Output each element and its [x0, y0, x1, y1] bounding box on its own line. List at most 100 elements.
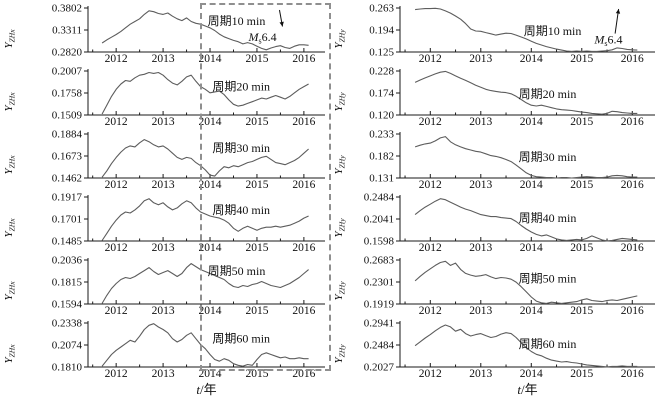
x-tick-label: 2012: [419, 242, 442, 254]
y-axis-label: YZHy: [333, 281, 347, 301]
x-tick-label: 2016: [621, 305, 644, 317]
x-tick-label: 2015: [570, 116, 593, 128]
y-tick-label: 0.1758: [52, 88, 83, 100]
series-line: [101, 10, 309, 51]
x-tick-label: 2014: [520, 116, 543, 128]
x-tick-label: 2012: [105, 242, 128, 254]
y-axis-label: YZHx: [3, 218, 17, 238]
x-tick-label: 2015: [245, 368, 268, 380]
x-tick-label: 2014: [520, 242, 543, 254]
annotation-arrowhead: [615, 9, 621, 14]
x-tick-label: 2015: [570, 179, 593, 191]
y-tick-label: 0.2820: [52, 47, 83, 59]
series-line: [101, 323, 309, 367]
x-tick-label: 2014: [520, 305, 543, 317]
series-line: [414, 198, 638, 242]
period-label: 周期20 min: [212, 79, 270, 93]
x-tick-label: 2014: [520, 53, 543, 65]
y-tick-label: 0.1815: [52, 277, 83, 289]
x-tick-label: 2013: [152, 368, 175, 380]
x-tick-label: 2012: [419, 53, 442, 65]
y-tick-label: 0.1673: [52, 151, 83, 163]
subplot-right-50min: 0.1919 0.2301 0.2683 2012 2013 2014 2015 2016 YZ…: [333, 255, 655, 317]
x-tick-label: 2013: [469, 368, 492, 380]
x-tick-label: 2015: [245, 53, 268, 65]
y-tick-label: 0.1701: [52, 214, 82, 226]
y-tick-label: 0.1485: [52, 236, 83, 248]
x-tick-label: 2013: [152, 179, 175, 191]
x-tick-label: 2014: [520, 368, 543, 380]
y-tick-label: 0.2301: [364, 277, 394, 289]
y-tick-label: 0.2027: [364, 362, 395, 374]
series-line: [101, 198, 309, 241]
x-tick-label: 2013: [152, 305, 175, 317]
x-tick-label: 2016: [621, 179, 644, 191]
left-column: 0.2820 0.3311 0.3802 2012 2013 2014 2015 2016 YZ…: [0, 2, 330, 380]
y-tick-label: 0.182: [369, 151, 394, 163]
y-tick-label: 0.228: [369, 66, 394, 78]
x-axis-variable: t: [517, 382, 521, 397]
subplot-right-10min: 0.125 0.194 0.263 2012 2013 2014 2015 2016 YZHy 周…: [333, 3, 655, 65]
series-line: [414, 70, 638, 115]
x-tick-label: 2012: [105, 116, 128, 128]
annotation-arrowhead: [279, 21, 284, 27]
y-tick-label: 0.2484: [364, 340, 395, 352]
x-tick-label: 2016: [621, 368, 644, 380]
period-label: 周期60 min: [519, 337, 577, 351]
y-tick-label: 0.1509: [52, 110, 83, 122]
x-tick-label: 2016: [292, 53, 315, 65]
subplot-left-50min: 0.1594 0.1815 0.2036 2012 2013 2014 2015 2016 YZ…: [3, 255, 325, 317]
period-label: 周期40 min: [519, 211, 577, 225]
annotation-ms-label: Ms6.4: [593, 33, 622, 49]
period-label: 周期60 min: [212, 331, 270, 345]
series-line: [101, 263, 309, 304]
x-tick-label: 2014: [199, 116, 222, 128]
x-tick-label: 2013: [152, 116, 175, 128]
subplot-right-40min: 0.1598 0.2041 0.2484 2012 2013 2014 2015 2016 YZ…: [333, 192, 655, 254]
x-tick-label: 2015: [570, 53, 593, 65]
y-tick-label: 0.2683: [364, 255, 395, 267]
y-tick-label: 0.2074: [52, 340, 83, 352]
subplot-left-40min: 0.1485 0.1701 0.1917 2012 2013 2014 2015 2016 YZ…: [3, 192, 325, 254]
x-tick-label: 2014: [199, 368, 222, 380]
y-axis-label: YZHy: [333, 344, 347, 364]
x-tick-label: 2012: [105, 305, 128, 317]
y-tick-label: 0.120: [369, 110, 394, 122]
y-tick-label: 0.3311: [52, 25, 82, 37]
x-tick-label: 2012: [105, 179, 128, 191]
x-tick-label: 2012: [419, 179, 442, 191]
x-tick-label: 2014: [199, 179, 222, 191]
y-tick-label: 0.1598: [364, 236, 395, 248]
x-tick-label: 2016: [621, 116, 644, 128]
x-tick-label: 2014: [520, 179, 543, 191]
x-tick-label: 2012: [419, 368, 442, 380]
subplot-left-20min: 0.1509 0.1758 0.2007 2012 2013 2014 2015 2016 YZ…: [3, 66, 325, 128]
y-tick-label: 0.2338: [52, 318, 83, 330]
y-tick-label: 0.2484: [364, 192, 395, 204]
subplot-right-30min: 0.131 0.182 0.233 2012 2013 2014 2015 2016 YZHy 周…: [333, 129, 655, 191]
y-tick-label: 0.263: [369, 3, 394, 15]
y-axis-label: YZHx: [3, 155, 17, 175]
x-tick-label: 2016: [292, 242, 315, 254]
period-label: 周期30 min: [212, 141, 270, 155]
y-axis-label: YZHy: [333, 155, 347, 175]
subplot-right-20min: 0.120 0.174 0.228 2012 2013 2014 2015 2016 YZHy 周…: [333, 66, 655, 128]
series-line: [414, 260, 638, 304]
y-tick-label: 0.174: [369, 88, 394, 100]
period-label: 周期20 min: [519, 87, 577, 101]
y-axis-label: YZHx: [3, 29, 17, 49]
y-axis-label: YZHx: [3, 281, 17, 301]
x-tick-label: 2016: [621, 242, 644, 254]
subplot-left-10min: 0.2820 0.3311 0.3802 2012 2013 2014 2015 2016 YZ…: [3, 3, 325, 65]
x-tick-label: 2014: [199, 53, 222, 65]
x-tick-label: 2015: [570, 305, 593, 317]
y-tick-label: 0.1594: [52, 299, 83, 311]
y-axis-label: YZHx: [3, 92, 17, 112]
y-tick-label: 0.233: [369, 129, 394, 141]
right-column: 0.125 0.194 0.263 2012 2013 2014 2015 2016 YZHy 周…: [330, 2, 660, 380]
x-tick-label: 2013: [469, 116, 492, 128]
x-tick-label: 2013: [469, 179, 492, 191]
period-label: 周期40 min: [212, 203, 270, 217]
y-tick-label: 0.125: [369, 47, 394, 59]
y-tick-label: 0.131: [369, 173, 394, 185]
